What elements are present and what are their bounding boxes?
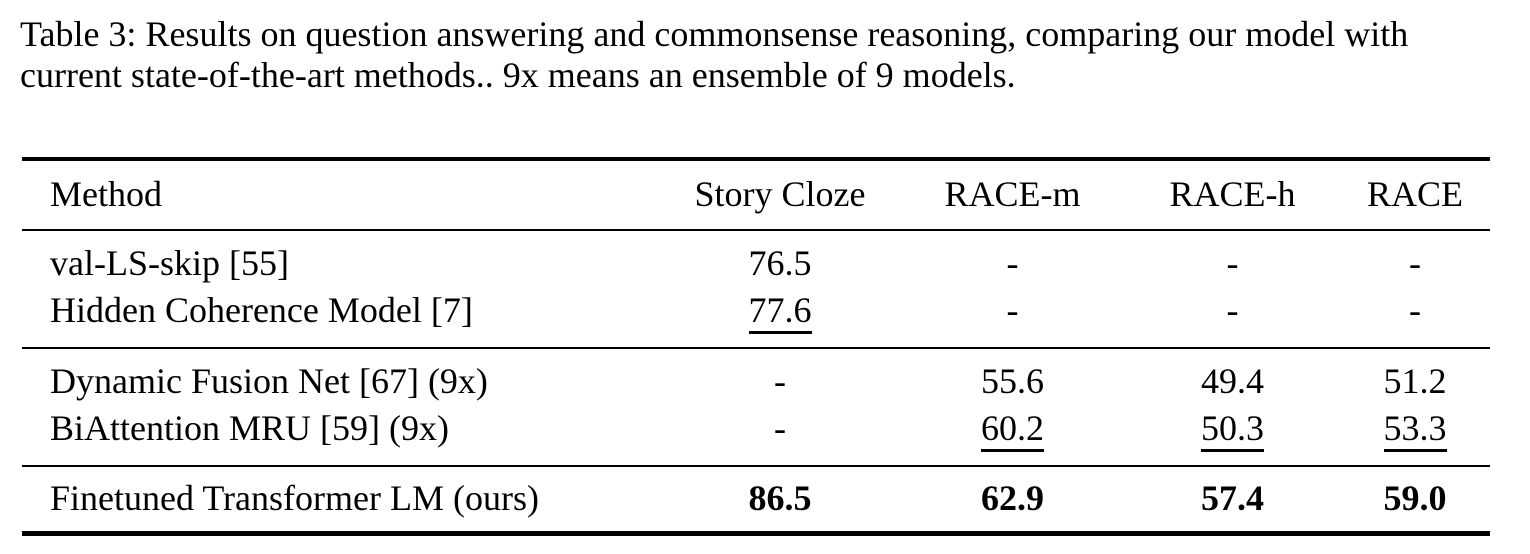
header-race-h: RACE-h <box>1169 174 1296 214</box>
group-race-sota: Dynamic Fusion Net [67] (9x) - 55.6 49.4… <box>22 348 1490 466</box>
header-race: RACE <box>1366 174 1463 214</box>
cell-race-m: 55.6 <box>981 361 1044 401</box>
group-our-model: Finetuned Transformer LM (ours) 86.5 62.… <box>22 466 1490 534</box>
cell-method: BiAttention MRU [59] (9x) <box>50 408 449 448</box>
table-row: BiAttention MRU [59] (9x) - 60.2 50.3 53… <box>22 405 1490 466</box>
cell-method: val-LS-skip [55] <box>50 243 289 283</box>
underlined-value: 50.3 <box>1201 408 1264 452</box>
cell-race-m: - <box>1006 290 1019 330</box>
cell-race-h: - <box>1226 243 1239 283</box>
caption-line-1: Table 3: Results on question answering a… <box>20 14 1409 54</box>
cell-race: 53.3 <box>1340 405 1490 466</box>
cell-story-cloze: - <box>774 361 786 401</box>
cell-race: 51.2 <box>1383 361 1447 401</box>
cell-race-m: 62.9 <box>981 478 1044 518</box>
header-row: Method Story Cloze RACE-m RACE-h RACE <box>22 159 1490 230</box>
caption-line-2: current state-of-the-art methods.. 9x me… <box>20 55 1016 95</box>
table-row: val-LS-skip [55] 76.5 - - - <box>22 230 1490 287</box>
cell-race: - <box>1409 290 1421 330</box>
cell-race: 59.0 <box>1383 478 1447 518</box>
table-row: Dynamic Fusion Net [67] (9x) - 55.6 49.4… <box>22 348 1490 405</box>
table-header: Method Story Cloze RACE-m RACE-h RACE <box>22 159 1490 230</box>
cell-story-cloze: 77.6 <box>660 287 900 348</box>
cell-method: Dynamic Fusion Net [67] (9x) <box>50 361 488 401</box>
group-story-cloze-sota: val-LS-skip [55] 76.5 - - - Hidden Coher… <box>22 230 1490 348</box>
cell-race-h: 49.4 <box>1201 361 1264 401</box>
results-table: Method Story Cloze RACE-m RACE-h RACE va… <box>22 157 1490 536</box>
underlined-value: 77.6 <box>748 290 812 334</box>
cell-race-m: - <box>1006 243 1019 283</box>
underlined-value: 53.3 <box>1383 408 1447 452</box>
underlined-value: 60.2 <box>981 408 1044 452</box>
cell-story-cloze: 86.5 <box>748 478 812 518</box>
header-method: Method <box>50 174 162 214</box>
cell-method: Finetuned Transformer LM (ours) <box>50 478 539 518</box>
header-race-m: RACE-m <box>944 174 1081 214</box>
cell-race-h: 57.4 <box>1201 478 1264 518</box>
cell-story-cloze: - <box>774 408 786 448</box>
table-row: Hidden Coherence Model [7] 77.6 - - - <box>22 287 1490 348</box>
cell-story-cloze: 76.5 <box>748 243 812 283</box>
cell-race: - <box>1409 243 1421 283</box>
cell-method: Hidden Coherence Model [7] <box>50 290 473 330</box>
cell-race-h: - <box>1226 290 1239 330</box>
table-row: Finetuned Transformer LM (ours) 86.5 62.… <box>22 466 1490 534</box>
cell-race-h: 50.3 <box>1125 405 1340 466</box>
table-caption: Table 3: Results on question answering a… <box>20 14 1520 96</box>
header-story-cloze: Story Cloze <box>694 174 866 214</box>
cell-race-m: 60.2 <box>900 405 1125 466</box>
